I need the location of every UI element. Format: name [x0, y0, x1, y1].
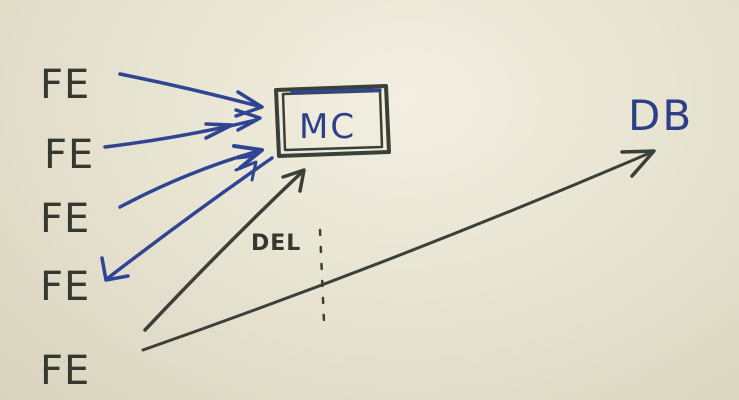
arrow-fe5-to-mc	[143, 168, 306, 332]
mc-node: MC	[274, 84, 391, 158]
fe-label-2: FE	[44, 132, 94, 178]
del-edge-label: DEL	[251, 231, 301, 256]
arrow-mc-to-fe4	[100, 156, 274, 282]
arrow-fe1-to-mc	[118, 72, 264, 118]
fe-label-4: FE	[40, 264, 90, 310]
arrow-fe5-to-db	[141, 149, 656, 352]
partition-dotted-line	[318, 228, 326, 324]
fe-label-3: FE	[40, 196, 90, 242]
db-label: DB	[628, 91, 693, 140]
arrow-fe2-to-mc	[103, 108, 262, 149]
arrow-fe3-to-mc	[118, 144, 264, 209]
fe-label-5: FE	[40, 348, 90, 394]
mc-label: MC	[299, 107, 356, 147]
fe-label-1: FE	[40, 62, 90, 108]
